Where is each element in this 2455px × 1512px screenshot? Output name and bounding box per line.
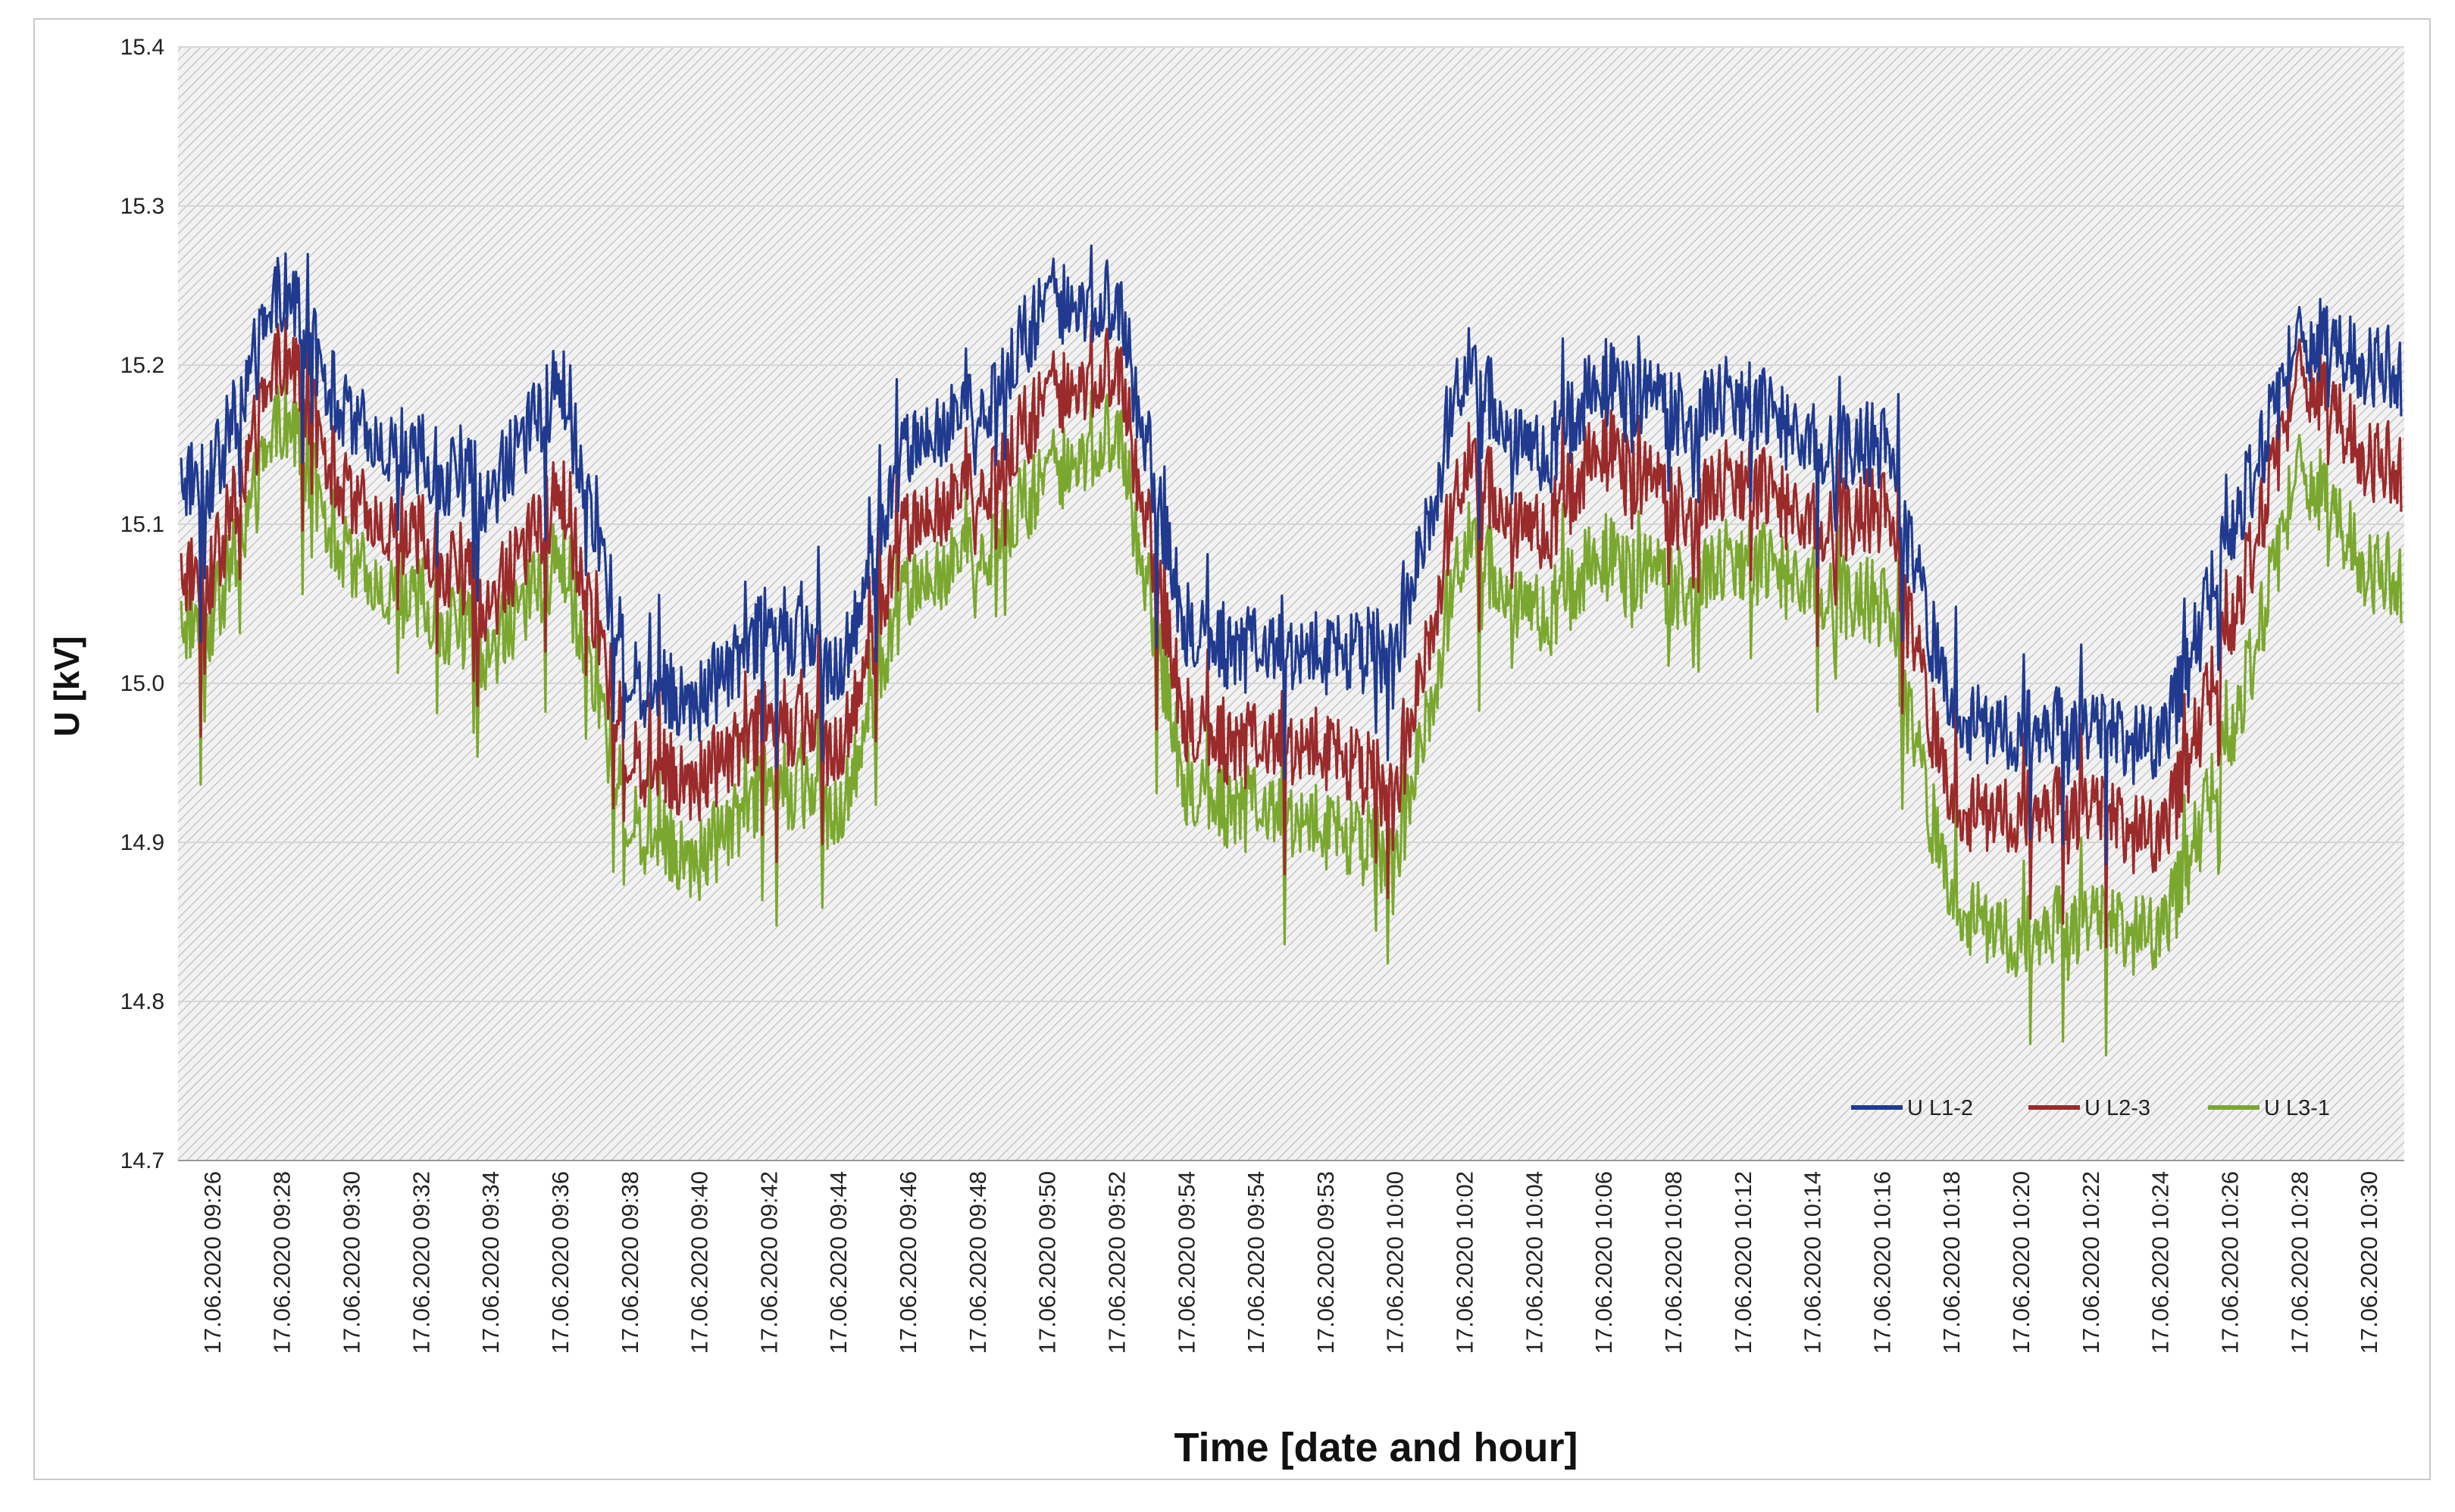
x-tick-label: 17.06.2020 09:53 (1312, 1171, 1339, 1354)
x-tick-label: 17.06.2020 09:40 (686, 1171, 713, 1354)
x-axis-ticks: 17.06.2020 09:26 17.06.2020 09:28 17.06.20… (199, 1171, 2382, 1354)
series-layer (180, 244, 2403, 1057)
x-tick-label: 17.06.2020 10:24 (2147, 1171, 2174, 1354)
x-tick-label: 17.06.2020 09:36 (547, 1171, 574, 1354)
x-tick-label: 17.06.2020 10:02 (1452, 1171, 1478, 1354)
x-tick-label: 17.06.2020 10:30 (2356, 1171, 2382, 1354)
chart-frame: 14.7 14.8 14.9 15.0 15.1 15.2 15.3 15.4 17.06.2… (33, 18, 2431, 1480)
y-tick-label: 15.1 (120, 512, 164, 537)
x-axis-title: Time [date and hour] (1174, 1425, 1578, 1470)
y-tick-label: 15.0 (120, 671, 164, 696)
y-tick-label: 14.7 (120, 1148, 164, 1173)
series-line-1 (180, 244, 2403, 866)
x-tick-label: 17.06.2020 09:32 (408, 1171, 434, 1354)
x-tick-label: 17.06.2020 10:18 (1938, 1171, 1965, 1354)
x-tick-label: 17.06.2020 09:50 (1034, 1171, 1061, 1354)
x-tick-label: 17.06.2020 10:06 (1590, 1171, 1617, 1354)
x-tick-label: 17.06.2020 09:54 (1173, 1171, 1199, 1354)
x-tick-label: 17.06.2020 09:28 (269, 1171, 296, 1354)
x-tick-label: 17.06.2020 10:16 (1869, 1171, 1895, 1354)
x-tick-label: 17.06.2020 09:30 (339, 1171, 365, 1354)
x-tick-label: 17.06.2020 09:38 (617, 1171, 643, 1354)
x-tick-label: 17.06.2020 10:22 (2078, 1171, 2104, 1354)
y-tick-label: 14.8 (120, 989, 164, 1014)
legend-label: U L3-1 (2264, 1096, 2330, 1120)
series-line-2 (180, 317, 2403, 949)
x-tick-label: 17.06.2020 09:52 (1103, 1171, 1130, 1354)
x-tick-label: 17.06.2020 09:46 (895, 1171, 921, 1354)
legend-label: U L2-3 (2084, 1096, 2150, 1120)
x-tick-label: 17.06.2020 09:48 (965, 1171, 991, 1354)
x-tick-label: 17.06.2020 09:26 (199, 1171, 226, 1354)
legend-label: U L1-2 (1907, 1096, 1973, 1120)
x-tick-label: 17.06.2020 10:28 (2286, 1171, 2313, 1354)
legend: U L1-2 U L2-3 U L3-1 (1851, 1096, 2330, 1120)
x-tick-label: 17.06.2020 10:04 (1521, 1171, 1547, 1354)
x-tick-label: 17.06.2020 09:34 (477, 1171, 504, 1354)
x-tick-label: 17.06.2020 09:42 (755, 1171, 782, 1354)
y-axis-ticks: 14.7 14.8 14.9 15.0 15.1 15.2 15.3 15.4 (120, 35, 164, 1173)
x-tick-label: 17.06.2020 09:54 (1243, 1171, 1269, 1354)
x-tick-label: 17.06.2020 10:26 (2216, 1171, 2243, 1354)
y-tick-label: 15.2 (120, 353, 164, 378)
x-tick-label: 17.06.2020 10:14 (1800, 1171, 1826, 1354)
x-tick-label: 17.06.2020 10:20 (2008, 1171, 2034, 1354)
x-tick-label: 17.06.2020 10:08 (1660, 1171, 1687, 1354)
series-line-3 (180, 380, 2403, 1057)
y-tick-label: 15.4 (120, 35, 164, 60)
y-axis-title: U [kV] (47, 636, 86, 737)
voltage-chart: 14.7 14.8 14.9 15.0 15.1 15.2 15.3 15.4 17.06.2… (47, 35, 2404, 1470)
x-tick-label: 17.06.2020 10:00 (1382, 1171, 1409, 1354)
x-tick-label: 17.06.2020 09:44 (825, 1171, 852, 1354)
y-tick-label: 14.9 (120, 830, 164, 855)
x-tick-label: 17.06.2020 10:12 (1730, 1171, 1756, 1354)
y-tick-label: 15.3 (120, 194, 164, 219)
